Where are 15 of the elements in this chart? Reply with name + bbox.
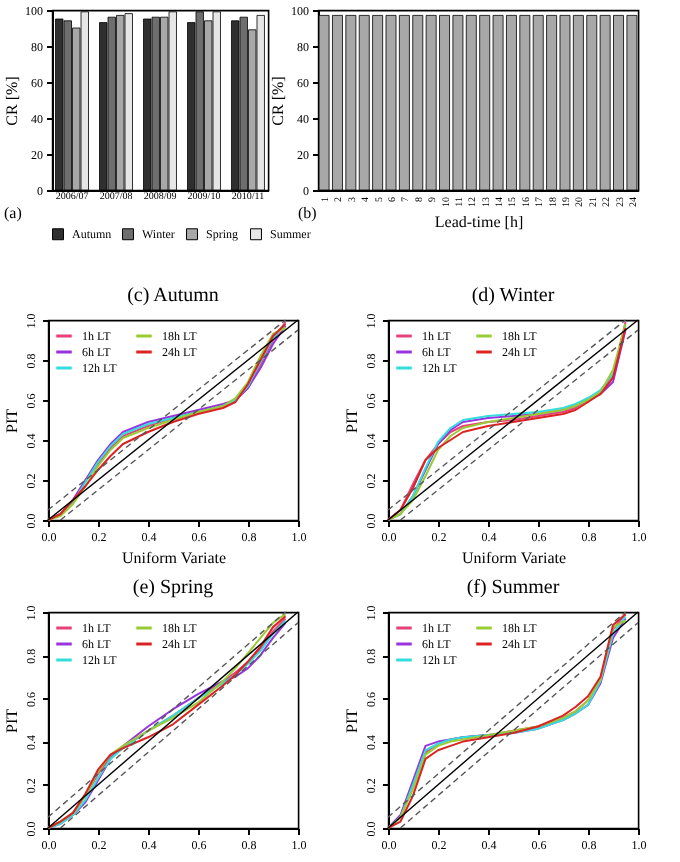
y-axis-title: PIT [343,408,361,433]
chart-title: (d) Winter [471,284,556,307]
text: (a) [4,204,23,222]
chart-title: (f) Summer [466,576,561,599]
chart-title: (e) Spring [132,576,214,599]
y-axis-title: PIT [3,408,21,433]
y-axis-title: CR [%] [3,75,21,126]
x-axis-title: Uniform Variate [461,549,567,567]
chart-title: (c) Autumn [127,284,219,307]
y-axis-title: PIT [3,708,21,733]
x-axis-title: Uniform Variate [121,549,227,567]
y-axis-title: CR [%] [269,75,287,126]
text: (b) [298,204,318,222]
y-axis-title: PIT [343,708,361,733]
x-axis-title: Lead-time [h] [434,213,524,231]
